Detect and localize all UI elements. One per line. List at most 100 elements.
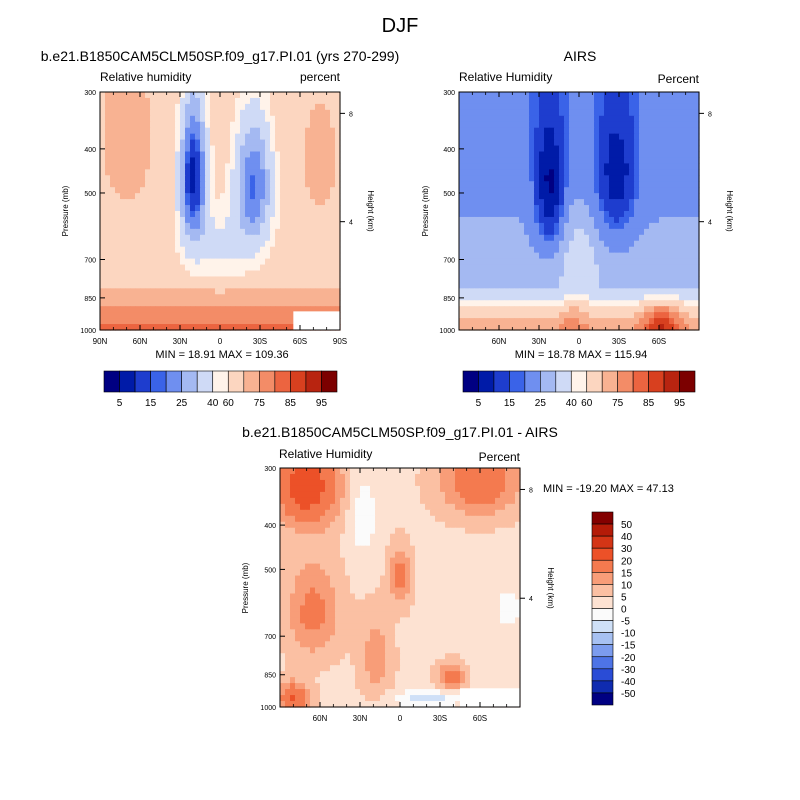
contour-cell xyxy=(524,103,530,111)
contour-cell xyxy=(100,187,106,194)
contour-cell xyxy=(260,205,266,212)
contour-cell xyxy=(479,270,485,278)
contour-cell xyxy=(335,240,341,248)
contour-cell xyxy=(165,175,171,182)
contour-cell xyxy=(410,473,416,481)
contour-cell xyxy=(260,312,266,319)
contour-cell xyxy=(684,246,690,254)
contour-cell xyxy=(310,169,316,176)
contour-cell xyxy=(614,306,620,313)
contour-cell xyxy=(260,222,266,230)
contour-cell xyxy=(205,324,211,331)
contour-cell xyxy=(320,139,326,147)
contour-cell xyxy=(280,575,286,583)
contour-cell xyxy=(619,151,625,159)
contour-cell xyxy=(430,533,436,541)
contour-cell xyxy=(305,515,311,523)
contour-cell xyxy=(245,121,251,129)
contour-cell xyxy=(200,145,206,153)
contour-cell xyxy=(569,115,575,123)
contour-cell xyxy=(599,282,605,289)
contour-cell xyxy=(460,581,466,589)
contour-cell xyxy=(405,521,411,529)
contour-cell xyxy=(235,127,241,135)
contour-cell xyxy=(489,264,495,272)
contour-cell xyxy=(105,139,111,147)
contour-cell xyxy=(549,199,555,206)
contour-cell xyxy=(524,222,530,230)
contour-cell xyxy=(315,288,321,295)
contour-cell xyxy=(135,306,141,313)
contour-cell xyxy=(689,115,695,123)
contour-cell xyxy=(604,324,610,331)
contour-cell xyxy=(574,97,580,105)
contour-cell xyxy=(609,270,615,278)
contour-cell xyxy=(599,211,605,218)
contour-cell xyxy=(679,127,685,135)
contour-cell xyxy=(689,133,695,141)
contour-cell xyxy=(325,175,331,182)
contour-cell xyxy=(125,222,131,230)
contour-cell xyxy=(250,222,256,230)
contour-cell xyxy=(489,211,495,218)
contour-cell xyxy=(145,181,151,188)
contour-cell xyxy=(175,318,181,325)
contour-cell xyxy=(235,92,241,99)
contour-cell xyxy=(480,521,486,529)
contour-cell xyxy=(150,300,156,307)
contour-cell xyxy=(604,133,610,141)
contour-cell xyxy=(579,133,585,141)
contour-cell xyxy=(599,121,605,129)
contour-cell xyxy=(500,539,506,547)
contour-cell xyxy=(629,276,635,283)
contour-cell xyxy=(415,515,421,523)
contour-cell xyxy=(260,276,266,283)
contour-cell xyxy=(569,199,575,206)
contour-cell xyxy=(190,276,196,283)
contour-cell xyxy=(559,252,565,260)
contour-cell xyxy=(485,533,491,541)
contour-cell xyxy=(474,264,480,272)
contour-cell xyxy=(500,485,506,493)
contour-cell xyxy=(335,121,341,129)
contour-cell xyxy=(425,557,431,565)
contour-cell xyxy=(185,139,191,147)
contour-cell xyxy=(415,551,421,559)
contour-cell xyxy=(579,205,585,212)
contour-cell xyxy=(395,533,401,541)
contour-cell xyxy=(285,163,291,170)
contour-cell xyxy=(475,581,481,589)
contour-cell xyxy=(185,92,191,99)
height-tick-label: 8 xyxy=(349,111,353,118)
contour-cell xyxy=(305,240,311,248)
contour-cell xyxy=(469,258,475,266)
contour-cell xyxy=(549,228,555,236)
contour-cell xyxy=(265,103,271,111)
contour-cell xyxy=(654,109,660,117)
contour-cell xyxy=(464,139,470,147)
contour-cell xyxy=(664,324,670,331)
contour-cell xyxy=(534,127,540,135)
contour-cell xyxy=(165,139,171,147)
contour-cell xyxy=(235,145,241,153)
contour-cell xyxy=(460,497,466,505)
contour-cell xyxy=(240,115,246,123)
contour-cell xyxy=(644,121,650,129)
contour-cell xyxy=(290,318,296,325)
contour-cell xyxy=(360,563,366,571)
contour-cell xyxy=(509,324,515,331)
colorbar-box xyxy=(212,370,229,393)
contour-cell xyxy=(355,551,361,559)
contour-cell xyxy=(669,234,675,242)
contour-cell xyxy=(210,169,216,176)
contour-cell xyxy=(609,139,615,147)
contour-cell xyxy=(405,527,411,535)
contour-cell xyxy=(160,258,166,266)
contour-cell xyxy=(235,193,241,200)
contour-cell xyxy=(475,503,481,511)
contour-cell xyxy=(310,252,316,260)
contour-cell xyxy=(365,539,371,547)
contour-cell xyxy=(195,300,201,307)
contour-cell xyxy=(489,157,495,164)
contour-cell xyxy=(245,270,251,278)
